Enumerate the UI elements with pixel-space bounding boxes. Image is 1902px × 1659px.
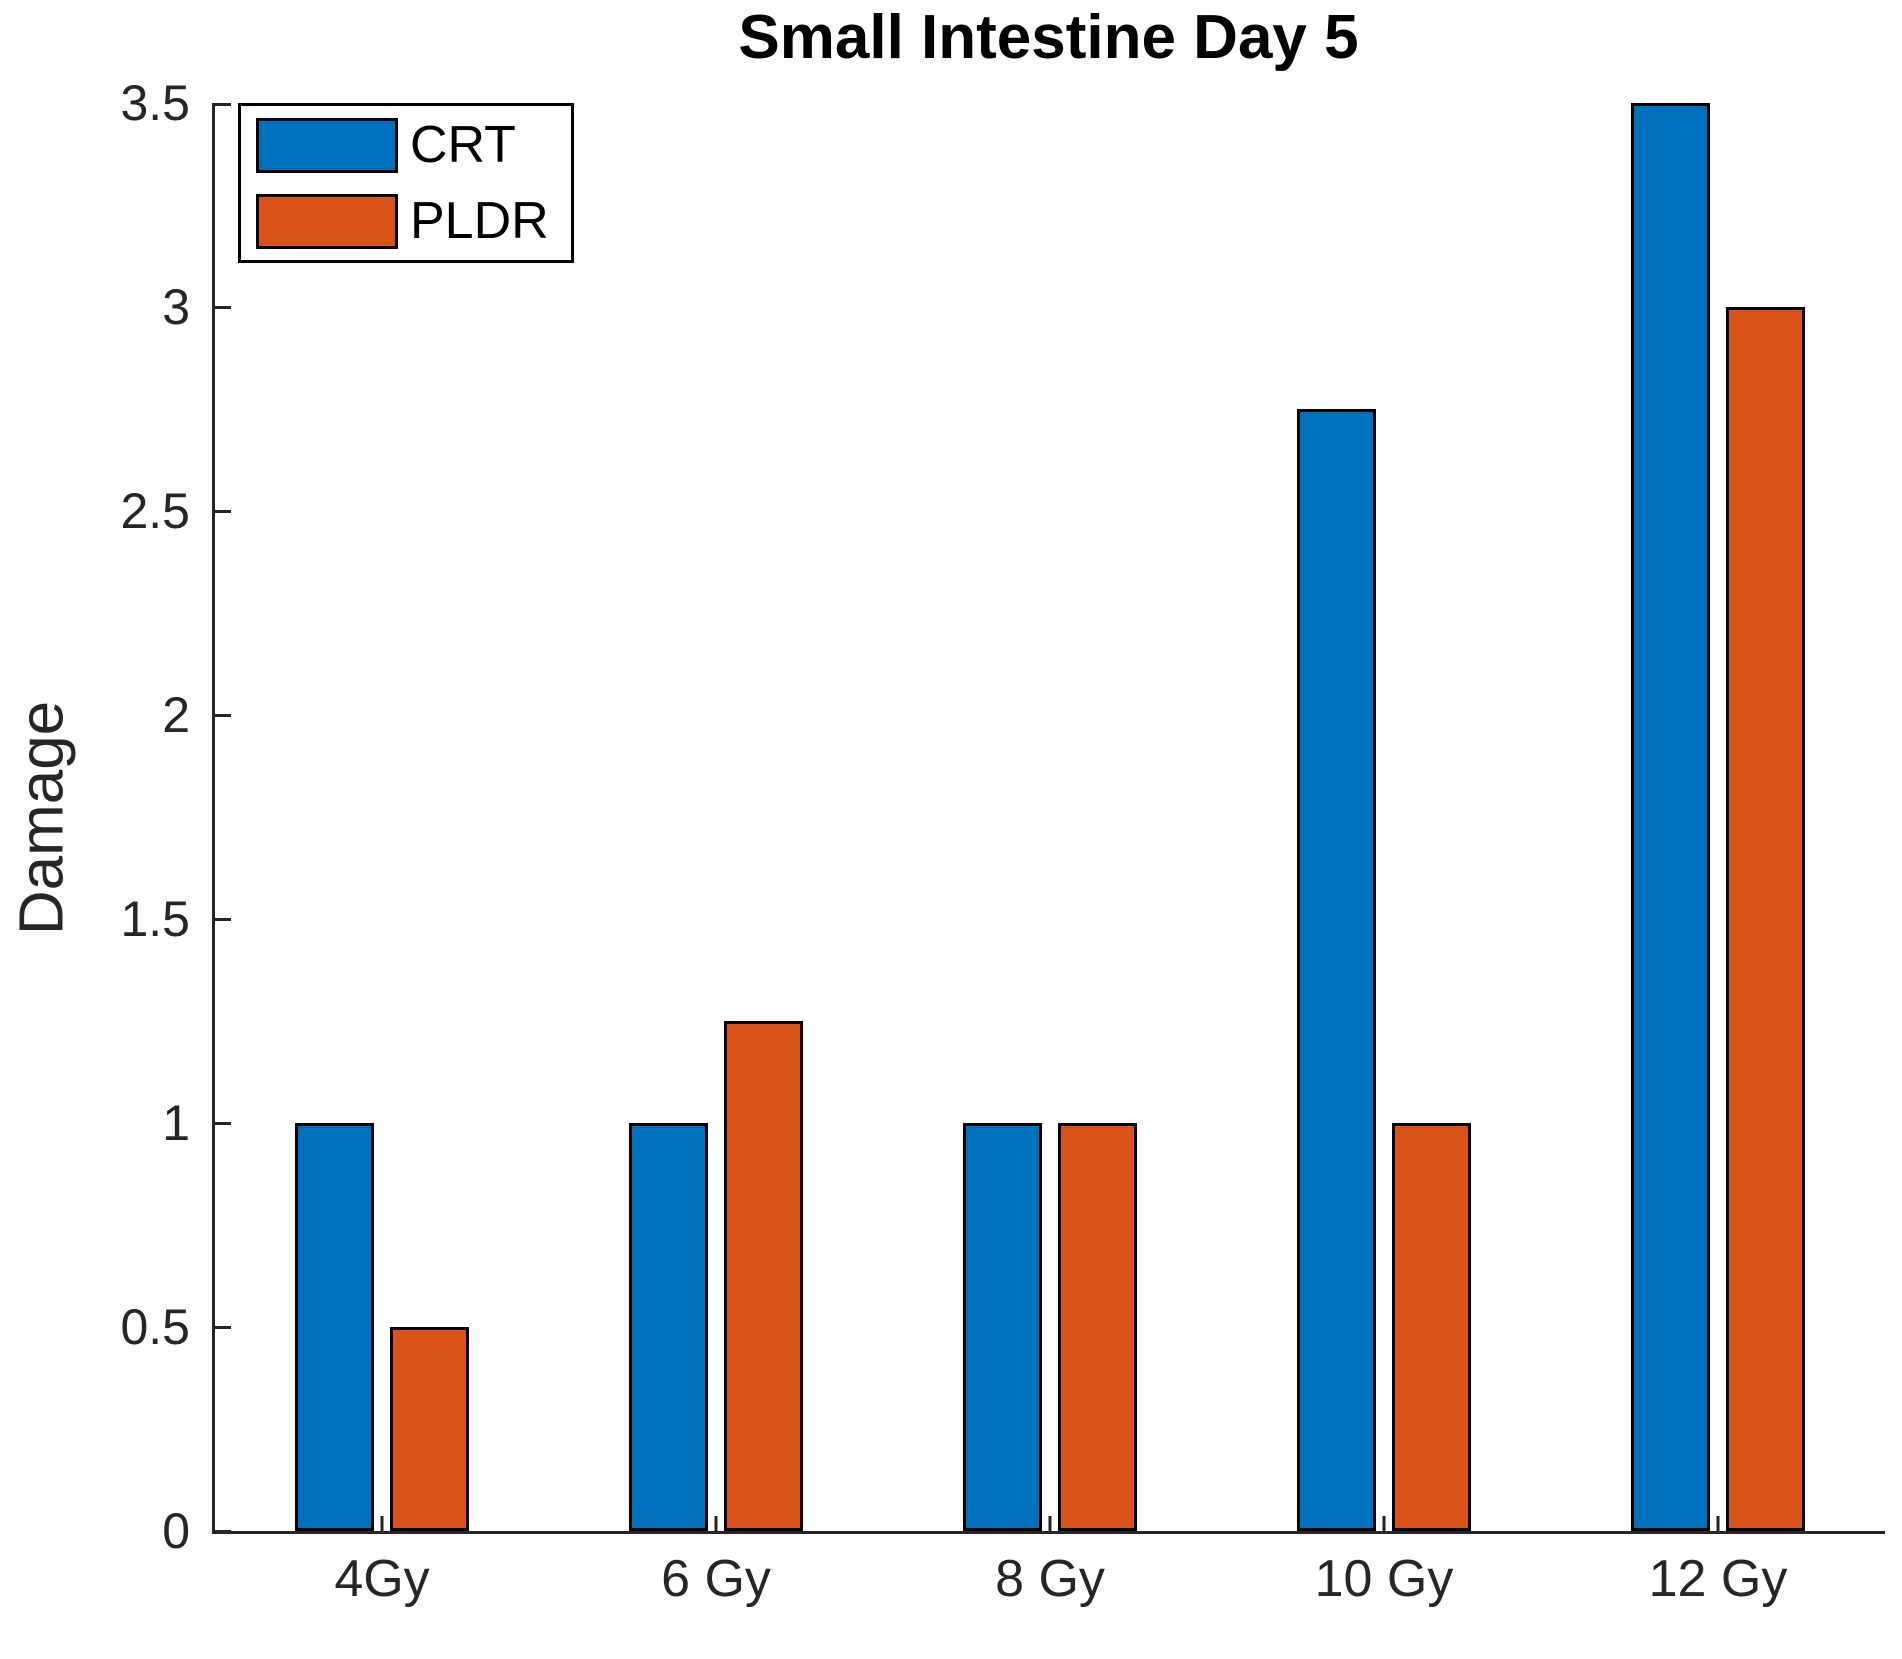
legend: CRT PLDR bbox=[238, 103, 574, 263]
legend-swatch-pldr-icon bbox=[256, 193, 398, 249]
bar-crt-10gy bbox=[1297, 409, 1376, 1531]
x-tick-mark bbox=[1048, 1516, 1052, 1531]
y-tick-mark bbox=[215, 509, 231, 513]
x-tick-label: 6 Gy bbox=[661, 1550, 771, 1608]
legend-label-pldr: PLDR bbox=[410, 192, 549, 250]
x-tick-label: 4Gy bbox=[334, 1550, 430, 1608]
bar-pldr-4gy bbox=[390, 1327, 469, 1531]
legend-entry-pldr: PLDR bbox=[256, 192, 571, 250]
y-tick-label: 3.5 bbox=[120, 75, 190, 131]
y-tick-label: 1 bbox=[162, 1095, 190, 1151]
x-tick-mark bbox=[714, 1516, 718, 1531]
x-tick-label: 12 Gy bbox=[1648, 1550, 1788, 1608]
bar-crt-4gy bbox=[295, 1123, 374, 1531]
y-tick-mark bbox=[215, 713, 231, 717]
chart-title: Small Intestine Day 5 bbox=[738, 3, 1359, 72]
y-tick-mark bbox=[215, 305, 231, 309]
y-tick-label: 0 bbox=[162, 1503, 190, 1559]
y-tick-label: 2.5 bbox=[120, 483, 190, 539]
y-tick-mark bbox=[215, 1325, 231, 1329]
x-tick-label: 10 Gy bbox=[1314, 1550, 1454, 1608]
bar-crt-12gy bbox=[1631, 103, 1710, 1531]
x-tick-mark bbox=[380, 1516, 384, 1531]
y-tick-mark bbox=[215, 1529, 231, 1533]
y-tick-label: 1.5 bbox=[120, 891, 190, 947]
x-tick-mark bbox=[1382, 1516, 1386, 1531]
y-axis-label: Damage bbox=[7, 700, 77, 936]
y-tick-mark bbox=[215, 103, 231, 106]
legend-label-crt: CRT bbox=[410, 116, 516, 174]
legend-entry-crt: CRT bbox=[256, 116, 571, 174]
bar-crt-8gy bbox=[963, 1123, 1042, 1531]
x-tick-label: 8 Gy bbox=[995, 1550, 1105, 1608]
legend-swatch-crt-icon bbox=[256, 117, 398, 173]
y-tick-label: 2 bbox=[162, 687, 190, 743]
bar-pldr-8gy bbox=[1058, 1123, 1137, 1531]
plot-area: 0 0.5 1 1.5 2 2.5 3 3.5 4Gy 6 Gy 8 Gy 10 Gy 12 Gy C… bbox=[120, 75, 1885, 1608]
bar-pldr-12gy bbox=[1726, 307, 1805, 1531]
bar-pldr-10gy bbox=[1392, 1123, 1471, 1531]
y-tick-label: 0.5 bbox=[120, 1299, 190, 1355]
y-tick-mark bbox=[215, 917, 231, 921]
x-tick-mark bbox=[1716, 1516, 1720, 1531]
y-tick-mark bbox=[215, 1121, 231, 1125]
y-tick-label: 3 bbox=[162, 279, 190, 335]
bar-crt-6gy bbox=[629, 1123, 708, 1531]
bar-pldr-6gy bbox=[724, 1021, 803, 1531]
